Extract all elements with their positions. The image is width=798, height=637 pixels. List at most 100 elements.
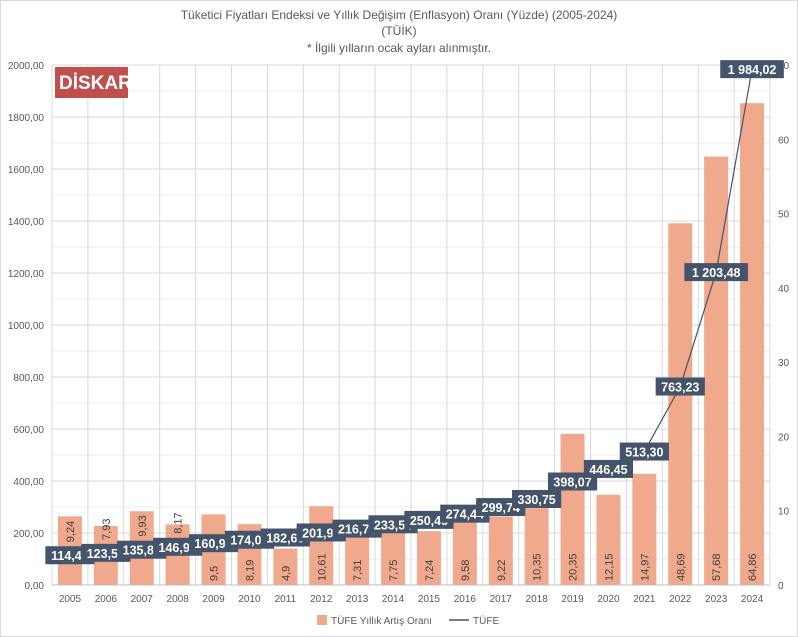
line-label-box [684,263,748,282]
bar [704,156,729,585]
line-value-label: 216,74 [338,523,376,537]
line-label-box [619,442,669,461]
bar-value-label: 7,24 [424,560,436,581]
bar [740,103,765,585]
bar [273,548,298,585]
y-right-tick-label: 50 [778,210,790,221]
line-value-label: 299,74 [482,501,520,515]
y-left-tick-label: 1400,00 [8,217,45,228]
bar-value-label: 20,35 [568,553,580,581]
bar [488,516,513,585]
bar [596,494,621,585]
legend-label-line: TÜFE [473,615,499,627]
line-value-label: 123,57 [87,547,125,561]
line-value-label: 1 203,48 [692,266,741,280]
line-value-label: 763,23 [661,381,699,395]
x-tick-label: 2009 [202,594,225,605]
x-tick-label: 2005 [59,594,82,605]
x-tick-label: 2008 [167,594,190,605]
bar [632,473,657,585]
bar-value-label: 9,58 [460,560,472,581]
bar-value-label: 10,35 [532,553,544,581]
y-left-tick-label: 400,00 [13,477,44,488]
y-left-tick-label: 800,00 [13,373,44,384]
line-value-label: 160,90 [194,537,232,551]
bar-value-label: 9,22 [496,560,508,581]
bar [345,530,370,585]
y-right-tick-label: 0 [778,581,784,592]
bar [416,531,441,585]
bar-value-label: 57,68 [711,553,723,581]
x-tick-label: 2024 [741,594,764,605]
bar-value-label: 9,24 [65,521,77,542]
legend-swatch-bar [317,615,327,625]
y-left-tick-label: 200,00 [13,529,44,540]
x-tick-label: 2022 [669,594,692,605]
bar-value-label: 7,75 [388,560,400,581]
x-tick-label: 2014 [382,594,405,605]
y-left-tick-label: 1000,00 [8,321,45,332]
y-right-tick-label: 60 [778,135,790,146]
line-value-label: 398,07 [553,476,591,490]
x-tick-label: 2023 [705,594,728,605]
bar-value-label: 7,93 [101,518,113,539]
bar-value-label: 64,86 [747,553,759,581]
line-label-box [655,377,705,396]
bar-value-label: 14,97 [639,553,651,581]
diskar-logo: DİSKAR [55,67,132,98]
bar-value-label: 48,69 [675,553,687,581]
line-value-label: 174,07 [230,534,268,548]
bar-value-label: 8,19 [244,560,256,581]
bar-value-label: 12,15 [603,553,615,581]
x-tick-label: 2020 [597,594,620,605]
x-tick-label: 2010 [238,594,261,605]
y-left-tick-label: 1800,00 [8,113,45,124]
y-right-tick-label: 20 [778,432,790,443]
bar-value-label: 9,5 [209,566,221,581]
line-label-box [583,459,634,478]
line-value-label: 330,75 [518,493,556,507]
bar [524,508,549,585]
y-right-tick-label: 30 [778,358,790,369]
line-value-label: 146,94 [159,541,197,555]
legend: TÜFE Yıllık Artış Oranı TÜFE [317,615,499,627]
x-tick-label: 2012 [310,594,333,605]
line-value-label: 250,45 [410,514,448,528]
line-value-label: 201,98 [302,526,340,540]
logo-background [55,67,128,98]
y-left-tick-label: 0,00 [25,581,45,592]
line-value-label: 114,49 [51,549,89,563]
line-label-box [720,60,784,79]
x-tick-label: 2013 [346,594,369,605]
x-tick-label: 2015 [418,594,441,605]
y-right-tick-label: 10 [778,507,790,518]
y-left-tick-label: 1200,00 [8,269,45,280]
x-tick-label: 2007 [131,594,154,605]
bar-value-label: 10,61 [316,553,328,581]
x-tick-label: 2017 [490,594,513,605]
x-tick-label: 2021 [633,594,656,605]
x-tick-label: 2016 [454,594,477,605]
line-value-label: 233,54 [374,518,412,532]
bar [668,223,693,585]
chart-title: Tüketici Fiyatları Endeksi ve Yıllık Değ… [180,8,618,22]
logo-text: DİSKAR [59,73,132,94]
line-label-box [512,490,562,509]
bar [309,506,334,585]
line-value-label: 446,45 [589,463,627,477]
line-value-label: 274,44 [446,508,484,522]
y-right-tick-label: 40 [778,284,790,295]
y-left-tick-label: 2000,00 [8,61,45,72]
bar-value-label: 7,31 [352,560,364,581]
chart-note: * İlgili yılların ocak ayları alınmıştır… [306,41,492,55]
line-value-label: 135,84 [123,544,161,558]
bar [381,527,406,585]
bar-value-label: 9,93 [137,515,149,536]
x-tick-label: 2019 [561,594,584,605]
y-left-tick-label: 1600,00 [8,165,45,176]
legend-label-bar: TÜFE Yıllık Artış Oranı [331,615,432,627]
y-left-tick-label: 600,00 [13,425,44,436]
line-value-label: 182,60 [266,532,304,546]
